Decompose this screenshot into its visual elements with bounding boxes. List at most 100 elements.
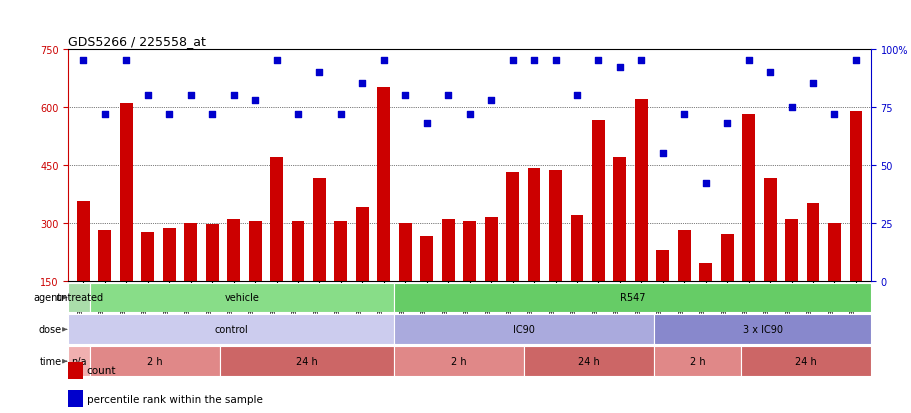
Bar xyxy=(613,157,626,281)
Point xyxy=(140,93,155,99)
Point xyxy=(419,120,434,127)
Bar xyxy=(90,283,394,313)
Text: R547: R547 xyxy=(619,293,644,303)
Bar xyxy=(249,221,261,281)
Bar xyxy=(206,225,219,281)
Point xyxy=(848,58,863,64)
Point xyxy=(527,58,541,64)
Bar xyxy=(68,283,90,313)
Point xyxy=(484,97,498,104)
Text: percentile rank within the sample: percentile rank within the sample xyxy=(87,394,262,404)
Point xyxy=(397,93,412,99)
Bar xyxy=(677,231,690,281)
Point xyxy=(269,58,283,64)
Text: count: count xyxy=(87,366,117,375)
Point xyxy=(590,58,605,64)
Bar xyxy=(740,347,870,376)
Bar xyxy=(591,121,604,281)
Point xyxy=(183,93,198,99)
Bar xyxy=(527,169,540,281)
Point xyxy=(440,93,455,99)
Bar xyxy=(227,219,240,281)
Point xyxy=(655,150,670,157)
Bar xyxy=(484,217,497,281)
Point xyxy=(826,111,841,118)
Text: 2 h: 2 h xyxy=(148,356,163,366)
Bar xyxy=(355,208,368,281)
Bar xyxy=(506,173,518,281)
Bar xyxy=(699,263,711,281)
Bar xyxy=(634,100,647,281)
Bar xyxy=(394,283,870,313)
Bar xyxy=(119,104,133,281)
Bar xyxy=(570,215,583,281)
Text: 2 h: 2 h xyxy=(689,356,704,366)
Bar xyxy=(763,179,775,281)
Bar xyxy=(220,347,394,376)
Point xyxy=(119,58,134,64)
Point xyxy=(804,81,819,88)
Bar xyxy=(848,111,862,281)
Point xyxy=(676,111,691,118)
Point xyxy=(569,93,584,99)
Bar xyxy=(77,202,90,281)
Bar xyxy=(394,347,523,376)
Bar xyxy=(805,204,819,281)
Bar xyxy=(98,231,111,281)
Text: IC90: IC90 xyxy=(512,325,534,335)
Point xyxy=(226,93,241,99)
Text: 3 x IC90: 3 x IC90 xyxy=(742,325,782,335)
Point xyxy=(291,111,305,118)
Bar xyxy=(441,219,455,281)
Bar xyxy=(312,179,325,281)
Text: 24 h: 24 h xyxy=(578,356,599,366)
Point xyxy=(376,58,391,64)
Bar xyxy=(141,233,154,281)
Bar xyxy=(68,390,83,408)
Point xyxy=(633,58,648,64)
Point xyxy=(312,69,326,76)
Point xyxy=(505,58,519,64)
Bar xyxy=(377,88,390,281)
Text: control: control xyxy=(214,325,248,335)
Bar xyxy=(68,362,83,379)
Bar xyxy=(656,250,669,281)
Text: GDS5266 / 225558_at: GDS5266 / 225558_at xyxy=(68,35,206,47)
Bar xyxy=(90,347,220,376)
Bar xyxy=(548,171,561,281)
Bar xyxy=(420,237,433,281)
Text: time: time xyxy=(40,356,62,366)
Bar xyxy=(292,221,304,281)
Text: 2 h: 2 h xyxy=(451,356,466,366)
Bar xyxy=(68,347,90,376)
Bar xyxy=(720,235,732,281)
Bar xyxy=(184,223,197,281)
Point xyxy=(205,111,220,118)
Text: agent: agent xyxy=(34,293,62,303)
Text: untreated: untreated xyxy=(56,293,103,303)
Point xyxy=(762,69,776,76)
Point xyxy=(333,111,348,118)
Point xyxy=(248,97,262,104)
Bar xyxy=(653,315,870,344)
Point xyxy=(162,111,177,118)
Point xyxy=(719,120,733,127)
Bar xyxy=(653,347,740,376)
Point xyxy=(354,81,369,88)
Text: 24 h: 24 h xyxy=(296,356,318,366)
Bar xyxy=(334,221,347,281)
Bar xyxy=(742,115,754,281)
Point xyxy=(97,111,112,118)
Text: n/a: n/a xyxy=(71,356,87,366)
Bar xyxy=(523,347,653,376)
Text: vehicle: vehicle xyxy=(224,293,259,303)
Bar xyxy=(68,315,394,344)
Bar xyxy=(394,315,653,344)
Point xyxy=(76,58,90,64)
Point xyxy=(548,58,562,64)
Bar xyxy=(784,219,797,281)
Point xyxy=(462,111,476,118)
Bar xyxy=(463,221,476,281)
Point xyxy=(741,58,755,64)
Bar xyxy=(827,223,840,281)
